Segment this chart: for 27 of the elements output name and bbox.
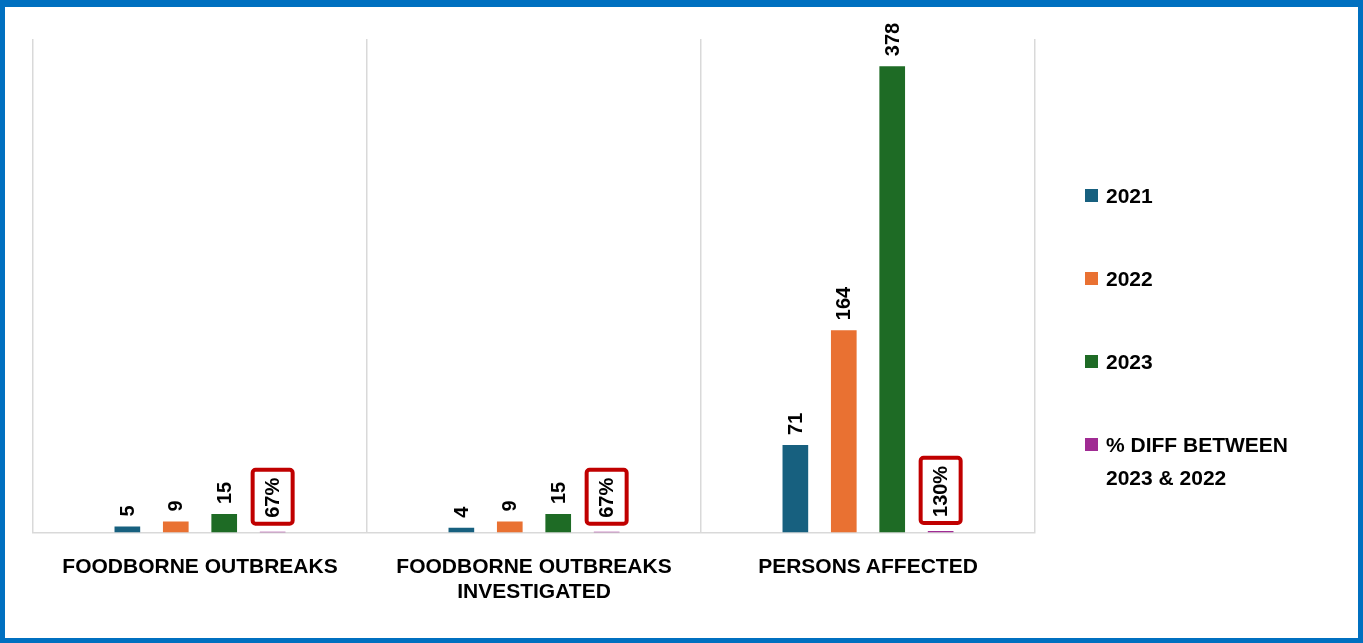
data-label: 378 — [880, 22, 903, 57]
bar — [782, 444, 809, 533]
x-tick-label: FOODBORNE OUTBREAKS — [62, 554, 338, 577]
legend-label: 2023 — [1106, 349, 1153, 375]
data-label: 15 — [212, 481, 235, 505]
x-tick-label: FOODBORNE OUTBREAKS INVESTIGATED — [396, 554, 672, 603]
legend-label: 2021 — [1106, 183, 1153, 209]
bar — [879, 66, 906, 533]
bar — [496, 521, 523, 533]
legend-label: 2022 — [1106, 266, 1153, 292]
data-label: 164 — [832, 285, 855, 321]
data-label: 15 — [546, 481, 569, 505]
data-label: 4 — [449, 505, 472, 518]
x-tick-label: PERSONS AFFECTED — [758, 554, 978, 577]
bar — [545, 514, 572, 533]
data-label: 130% — [929, 465, 952, 517]
bar — [162, 521, 189, 533]
data-label: 9 — [498, 500, 521, 512]
data-label: 67% — [261, 477, 284, 518]
data-label: 9 — [164, 500, 187, 512]
bar — [830, 330, 857, 533]
bar — [211, 514, 238, 533]
data-label: 67% — [595, 477, 618, 518]
legend-label: % DIFF BETWEEN 2023 & 2022 — [1106, 432, 1289, 491]
data-label: 71 — [783, 412, 806, 435]
bar — [114, 526, 141, 533]
data-label: 5 — [115, 505, 138, 517]
